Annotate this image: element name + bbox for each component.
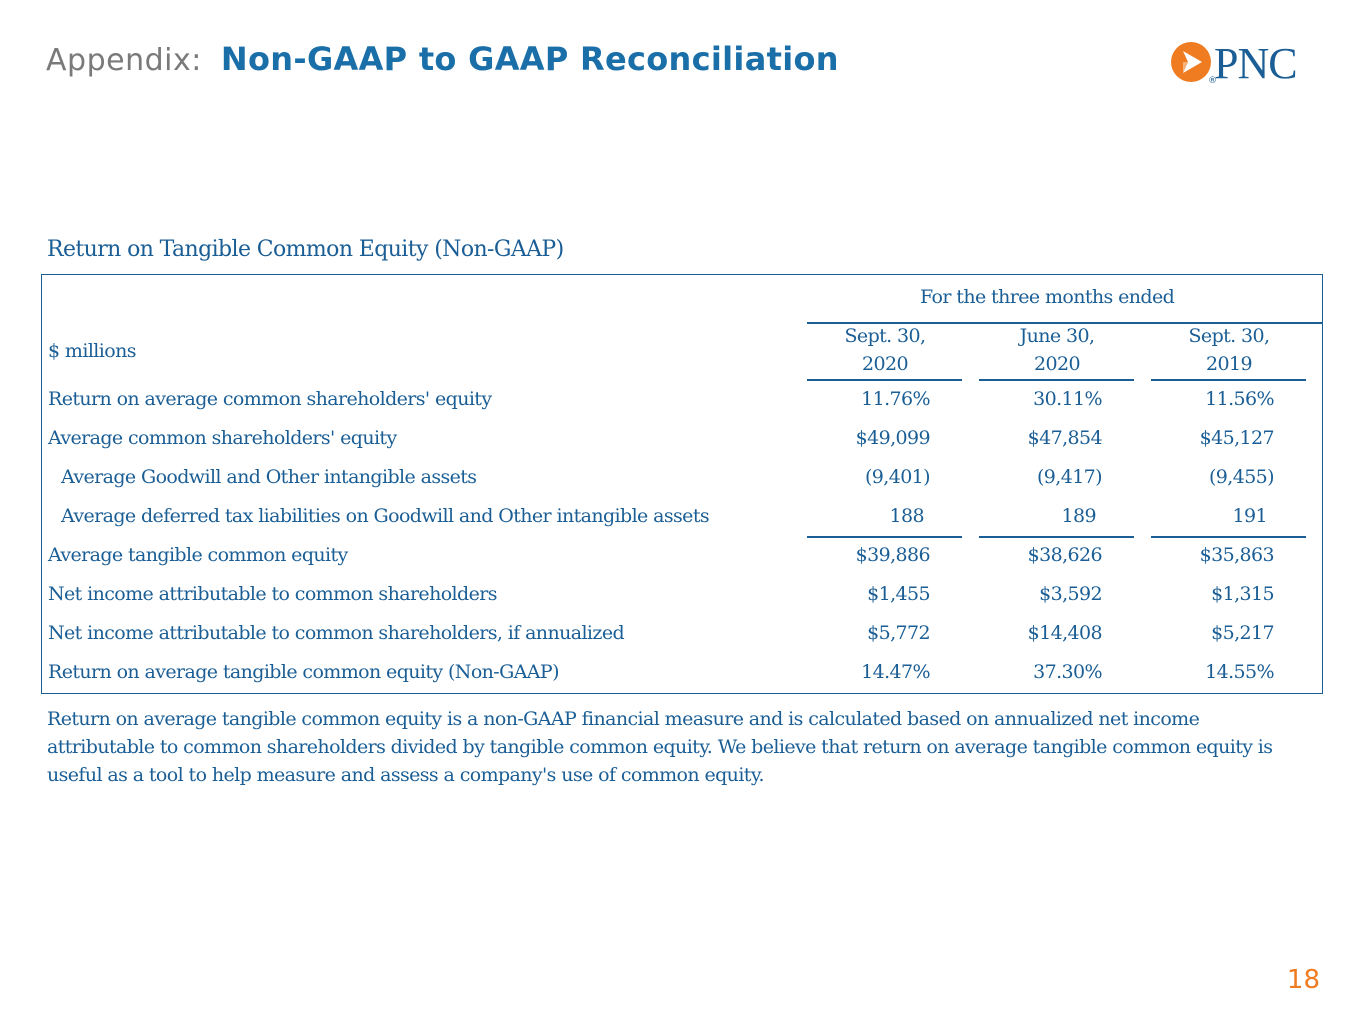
row-net-income-sep2020: $1,455 [867, 583, 930, 605]
column-header-3-line1: Sept. 30, [1188, 325, 1271, 347]
column-header-rule-1 [807, 379, 962, 381]
row-label-tangible-equity: Average tangible common equity [48, 544, 348, 566]
row-deferred-tax-jun2020: 189 [1061, 505, 1097, 527]
column-header-3-line2: 2019 [1206, 353, 1253, 375]
row-rotce-sep2019: 14.55% [1205, 661, 1274, 683]
row-net-income-jun2020: $3,592 [1039, 583, 1102, 605]
subtotal-rule-2 [979, 536, 1134, 538]
row-rotce-jun2020: 37.30% [1033, 661, 1102, 683]
row-tangible-equity-jun2020: $38,626 [1027, 544, 1103, 566]
row-net-income-annualized-sep2019: $5,217 [1211, 622, 1274, 644]
row-label-net-income-annualized: Net income attributable to common shareh… [48, 622, 625, 644]
pnc-logo-mark-icon [1171, 42, 1211, 82]
slide-title: Non-GAAP to GAAP Reconciliation [220, 40, 839, 78]
row-tangible-equity-sep2020: $39,886 [855, 544, 931, 566]
row-net-income-annualized-sep2020: $5,772 [867, 622, 930, 644]
row-deferred-tax-sep2020: 188 [889, 505, 925, 527]
row-label-net-income: Net income attributable to common shareh… [48, 583, 497, 605]
reconciliation-table: For the three months ended $ millions Se… [41, 274, 1323, 694]
header-prefix: Appendix: [46, 43, 202, 78]
row-avg-common-equity-sep2020: $49,099 [855, 427, 931, 449]
row-rotce-sep2020: 14.47% [861, 661, 930, 683]
units-label: $ millions [48, 340, 136, 362]
column-header-2-line1: June 30, [1019, 325, 1095, 347]
row-net-income-sep2019: $1,315 [1211, 583, 1274, 605]
column-header-2: June 30, 2020 [979, 322, 1135, 378]
column-header-3: Sept. 30, 2019 [1151, 322, 1307, 378]
pnc-logo: PNC ® [1170, 39, 1320, 88]
row-avg-common-equity-sep2019: $45,127 [1199, 427, 1275, 449]
column-header-1-line2: 2020 [862, 353, 909, 375]
subtotal-rule-3 [1151, 536, 1306, 538]
column-header-1-line1: Sept. 30, [844, 325, 927, 347]
column-header-1: Sept. 30, 2020 [807, 322, 963, 378]
row-goodwill-jun2020: (9,417) [1036, 466, 1103, 488]
period-header: For the three months ended [920, 286, 1175, 308]
column-header-2-line2: 2020 [1034, 353, 1081, 375]
page-number: 18 [1286, 965, 1320, 995]
logo-registered-mark: ® [1208, 76, 1217, 86]
table-title: Return on Tangible Common Equity (Non-GA… [47, 237, 564, 262]
row-tangible-equity-sep2019: $35,863 [1199, 544, 1275, 566]
row-roe-jun2020: 30.11% [1033, 388, 1102, 410]
row-label-deferred-tax: Average deferred tax liabilities on Good… [61, 505, 710, 527]
logo-wordmark: PNC [1214, 39, 1298, 88]
row-goodwill-sep2020: (9,401) [864, 466, 931, 488]
row-net-income-annualized-jun2020: $14,408 [1027, 622, 1103, 644]
row-label-goodwill: Average Goodwill and Other intangible as… [61, 466, 477, 488]
row-avg-common-equity-jun2020: $47,854 [1027, 427, 1103, 449]
row-deferred-tax-sep2019: 191 [1232, 505, 1268, 527]
subtotal-rule-1 [807, 536, 962, 538]
column-header-rule-3 [1151, 379, 1306, 381]
row-roe-sep2019: 11.56% [1205, 388, 1274, 410]
column-header-rule-2 [979, 379, 1134, 381]
footnote: Return on average tangible common equity… [47, 708, 1273, 786]
row-roe-sep2020: 11.76% [861, 388, 930, 410]
period-header-rule [807, 322, 1323, 324]
row-label-avg-common-equity: Average common shareholders' equity [48, 427, 397, 449]
slide-header: Appendix: Non-GAAP to GAAP Reconciliatio… [46, 40, 839, 78]
row-label-rotce: Return on average tangible common equity… [48, 661, 560, 683]
row-label-roe: Return on average common shareholders' e… [48, 388, 492, 410]
row-goodwill-sep2019: (9,455) [1208, 466, 1275, 488]
